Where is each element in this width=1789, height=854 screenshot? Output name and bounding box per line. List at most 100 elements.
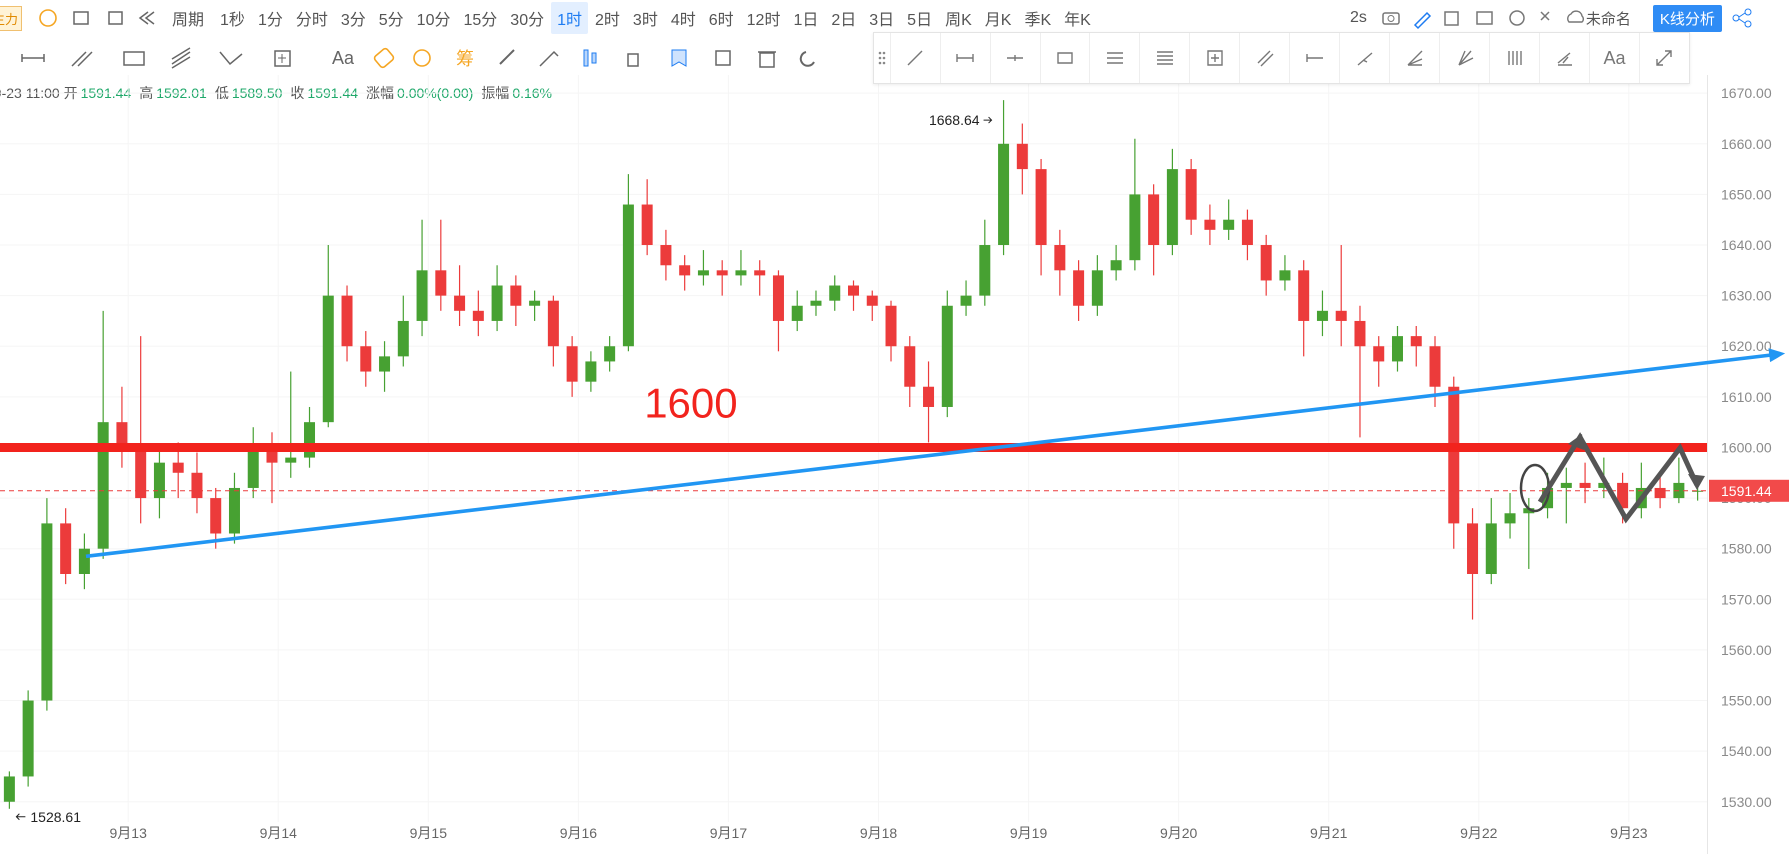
candle-body (1560, 482, 1572, 488)
candle-body (1485, 523, 1497, 574)
horizontal-line-label: 1600 (644, 379, 737, 426)
drawing-tool[interactable] (1439, 33, 1489, 83)
period-option[interactable]: 3时 (632, 12, 658, 29)
workspace-name[interactable]: 未命名 (1585, 10, 1631, 28)
candle-body (1260, 245, 1272, 281)
drawing-tool[interactable] (989, 33, 1040, 83)
period-option[interactable]: 15分 (463, 12, 498, 29)
period-option[interactable]: 2时 (595, 12, 620, 29)
y-tick-label: 1670.00 (1721, 85, 1772, 101)
candle-body (735, 270, 747, 276)
candle-body (1148, 194, 1160, 246)
period-menu[interactable]: 周期 (172, 12, 205, 29)
candle-body (1335, 310, 1347, 321)
candle-body (566, 346, 578, 382)
drawing-tool[interactable] (1539, 33, 1589, 83)
candle-body (622, 204, 634, 347)
x-tick-label: 9月14 (260, 825, 298, 841)
badge[interactable]: 主力 (0, 5, 23, 31)
drawing-tool[interactable] (1289, 33, 1339, 83)
candle-body (1579, 482, 1591, 488)
candle-body (304, 422, 316, 458)
chip-tool[interactable]: 筹 (456, 49, 475, 69)
drawing-tool[interactable] (1489, 33, 1539, 83)
candle-body (1035, 169, 1047, 246)
x-tick-label: 9月21 (1310, 825, 1348, 841)
candle-body (904, 346, 916, 387)
candle-body (172, 462, 184, 473)
drawing-tool[interactable] (1039, 33, 1090, 83)
y-tick-label: 1610.00 (1721, 389, 1772, 405)
period-option[interactable]: 3分 (340, 12, 366, 29)
candle-body (210, 498, 222, 534)
candle-body (529, 300, 541, 306)
candle-body (923, 386, 935, 407)
analysis-button[interactable]: K线分析 (1652, 4, 1722, 32)
period-option[interactable]: 1分 (257, 12, 283, 29)
y-tick-label: 1550.00 (1721, 693, 1772, 709)
drawing-tool[interactable] (1389, 33, 1439, 83)
period-option[interactable]: 5分 (378, 12, 404, 29)
candle-body (153, 462, 165, 499)
period-option[interactable]: 10分 (416, 12, 451, 29)
share-icon[interactable] (1730, 6, 1754, 30)
last-price-label: 1591.44 (1721, 483, 1772, 499)
candle-body (848, 285, 859, 296)
drawing-tool[interactable] (939, 33, 990, 83)
period-option[interactable]: 月K (984, 12, 1012, 29)
y-tick-label: 1620.00 (1721, 338, 1772, 354)
candle-body (716, 270, 728, 276)
y-tick-label: 1540.00 (1721, 743, 1772, 759)
y-tick-label: 1600.00 (1721, 439, 1772, 455)
drawing-tool[interactable] (1139, 33, 1189, 83)
period-option[interactable]: 周K (945, 12, 972, 29)
candle-body (1185, 169, 1197, 220)
period-option[interactable]: 4时 (670, 12, 696, 29)
text-tool[interactable]: Aa (332, 47, 355, 68)
drawing-tool[interactable] (1638, 33, 1689, 83)
x-tick-label: 9月18 (860, 825, 898, 841)
period-option[interactable]: 6时 (708, 12, 734, 29)
drawing-tool[interactable] (1189, 33, 1239, 83)
drawing-text-tool[interactable]: Aa (1589, 33, 1639, 83)
candle-body (41, 523, 53, 701)
period-option[interactable]: 12时 (746, 12, 781, 29)
candle-body (1391, 336, 1403, 362)
period-option[interactable]: 1日 (793, 12, 819, 29)
drawing-toolbar: Aa (873, 32, 1690, 84)
fib-icons (373, 47, 431, 69)
candle-body (1316, 310, 1328, 321)
drawing-tool[interactable] (1339, 33, 1389, 83)
period-option[interactable]: 2日 (831, 12, 857, 29)
low-label: 1528.61 (30, 809, 81, 825)
drawing-tool[interactable] (889, 33, 940, 83)
candle-body (360, 346, 372, 372)
candle-body (435, 270, 447, 296)
y-tick-label: 1660.00 (1721, 136, 1772, 152)
period-option[interactable]: 年K (1064, 12, 1091, 29)
candle-body (772, 275, 784, 321)
period-option[interactable]: 3日 (869, 12, 895, 29)
x-tick-label: 9月13 (110, 825, 148, 841)
candle-body (22, 700, 34, 777)
candle-body (866, 295, 878, 306)
drawing-tool[interactable] (1089, 33, 1139, 83)
period-option[interactable]: 1时 (551, 2, 589, 34)
candle-body (547, 300, 559, 347)
refresh-rate[interactable]: 2s (1350, 9, 1367, 26)
candle-body (491, 285, 503, 321)
drawing-tool[interactable] (1239, 33, 1289, 83)
period-option[interactable]: 分时 (295, 12, 328, 29)
candle-body (1354, 320, 1366, 347)
period-option[interactable]: 5日 (907, 12, 933, 29)
candle-body (416, 270, 428, 321)
candle-body (97, 422, 109, 549)
x-tick-label: 9月19 (1010, 825, 1048, 841)
period-option[interactable]: 1秒 (220, 12, 245, 29)
period-list: 1秒 1分 分时 3分 5分 10分 15分 30分 1时 2时 3时 4时 6时 12时 1日 2日 3日 5日… (214, 2, 1098, 34)
high-label: 1668.64 (929, 112, 980, 128)
period-option[interactable]: 季K (1024, 12, 1052, 29)
candle-body (379, 356, 391, 372)
period-option[interactable]: 30分 (510, 12, 545, 29)
candle-body (1692, 490, 1704, 492)
